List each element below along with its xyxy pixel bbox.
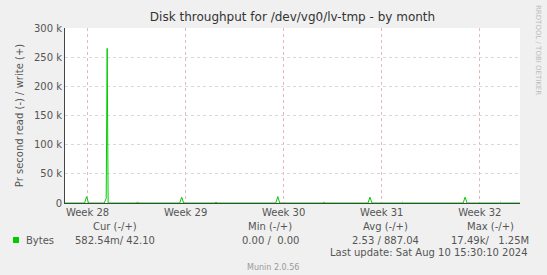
svg-text:Cur (-/+): Cur (-/+)	[93, 221, 137, 232]
svg-text:2.53 / 887.04: 2.53 / 887.04	[352, 235, 419, 246]
svg-text:Disk throughput for /dev/vg0/l: Disk throughput for /dev/vg0/lv-tmp - by…	[150, 10, 435, 24]
svg-text:Munin 2.0.56: Munin 2.0.56	[247, 263, 299, 272]
svg-text:Week 29: Week 29	[164, 207, 207, 218]
svg-text:Week 31: Week 31	[360, 207, 403, 218]
svg-text:Bytes: Bytes	[26, 235, 54, 246]
svg-text:17.49k/ 1.25M: 17.49k/ 1.25M	[451, 235, 529, 246]
svg-text:0.00 / 0.00: 0.00 / 0.00	[242, 235, 299, 246]
svg-text:Last update: Sat Aug 10 15:30:: Last update: Sat Aug 10 15:30:10 2024	[330, 247, 528, 258]
svg-text:Avg (-/+): Avg (-/+)	[363, 221, 408, 232]
svg-text:Max (-/+): Max (-/+)	[467, 221, 514, 232]
svg-text:Pr second read (-) / write (+): Pr second read (-) / write (+)	[14, 44, 25, 187]
svg-text:300 k: 300 k	[34, 23, 62, 34]
svg-text:RRDTOOL / TOBI OETIKER: RRDTOOL / TOBI OETIKER	[534, 5, 542, 95]
svg-text:100 k: 100 k	[34, 139, 62, 150]
svg-text:200 k: 200 k	[34, 81, 62, 92]
svg-text:582.54m/ 42.10: 582.54m/ 42.10	[75, 235, 155, 246]
svg-text:0: 0	[56, 198, 62, 209]
svg-text:Week 30: Week 30	[262, 207, 305, 218]
svg-text:250 k: 250 k	[34, 52, 62, 63]
svg-text:Min (-/+): Min (-/+)	[248, 221, 292, 232]
svg-text:50 k: 50 k	[40, 168, 62, 179]
svg-text:150 k: 150 k	[34, 110, 62, 121]
svg-text:Week 32: Week 32	[458, 207, 501, 218]
svg-text:Week 28: Week 28	[66, 207, 109, 218]
